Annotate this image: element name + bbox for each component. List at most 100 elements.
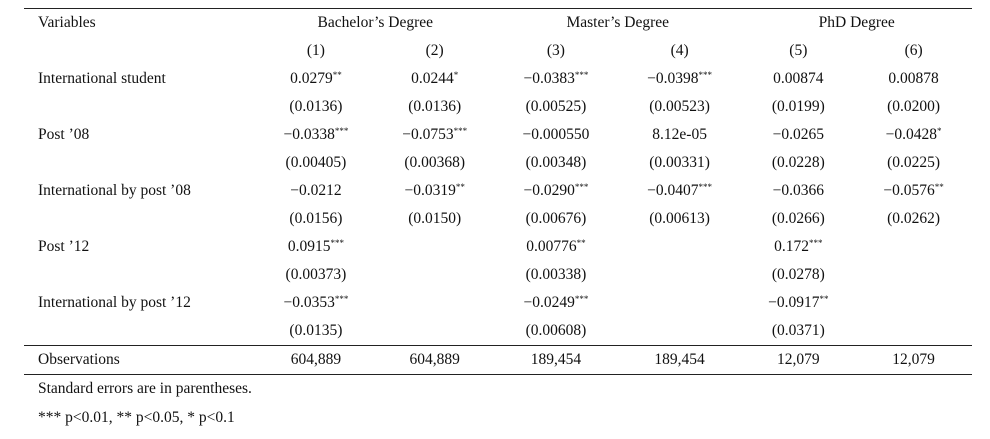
- coefficient-cell: −0.0249***: [494, 289, 618, 317]
- standard-error-cell: (0.00523): [649, 98, 710, 115]
- empty-label-cell: [24, 149, 257, 177]
- column-header: (2): [425, 42, 444, 59]
- coefficient-cell: 0.0244*: [375, 65, 494, 93]
- significance-stars: ***: [330, 238, 344, 248]
- column-header: (3): [546, 42, 565, 59]
- coefficient-cell: 0.172***: [741, 233, 855, 261]
- coefficient-cell: 8.12e-05: [618, 121, 742, 149]
- coefficient-cell: −0.0338***: [257, 121, 376, 149]
- regression-table: Variables Bachelor’s Degree Master’s Deg…: [24, 8, 972, 375]
- coefficient-cell: −0.0319**: [375, 177, 494, 205]
- standard-error-cell: (0.0135): [289, 322, 343, 339]
- standard-error-row: (0.0135) (0.00608) (0.0371): [24, 317, 972, 346]
- coefficient-value: −0.0407: [647, 182, 699, 199]
- standard-error-cell: (0.0200): [887, 98, 941, 115]
- coefficient-value: 0.0244: [411, 70, 454, 87]
- standard-error-row: (0.00373) (0.00338) (0.0278): [24, 261, 972, 289]
- coefficient-cell: −0.0366: [741, 177, 855, 205]
- significance-stars: ***: [453, 126, 468, 136]
- coefficient-value: 0.00874: [773, 70, 824, 87]
- significance-stars: *: [453, 70, 459, 80]
- coefficient-value: 0.00878: [888, 70, 939, 87]
- coefficient-cell: [855, 233, 972, 261]
- variable-label: International by post ’12: [38, 294, 191, 311]
- coefficient-cell: [375, 233, 494, 261]
- standard-error-cell: (0.00331): [649, 154, 710, 171]
- coefficient-cell: −0.0576**: [855, 177, 972, 205]
- coefficient-value: −0.0249: [523, 294, 575, 311]
- standard-error-cell: (0.00608): [525, 322, 587, 339]
- standard-error-cell: (0.00368): [404, 154, 466, 171]
- significance-stars: ***: [698, 70, 713, 80]
- standard-error-cell: (0.0156): [289, 210, 343, 227]
- variable-label: Post ’08: [38, 126, 90, 143]
- standard-errors-note: Standard errors are in parentheses.: [38, 380, 252, 397]
- coefficient-value: −0.0265: [772, 126, 825, 143]
- column-header: (6): [904, 42, 923, 59]
- significance-stars: ***: [574, 70, 589, 80]
- coefficient-row: International by post ’08 −0.0212 −0.0319*…: [24, 177, 972, 205]
- standard-error-cell: (0.00338): [525, 266, 587, 283]
- coefficient-value: 0.0915: [287, 238, 331, 255]
- group-header-bachelor: Bachelor’s Degree: [256, 8, 495, 37]
- group-header-phd: PhD Degree: [741, 8, 972, 37]
- table-body: International student 0.0279** 0.0244* −0.0…: [24, 65, 972, 346]
- significance-stars: **: [576, 238, 586, 248]
- coefficient-value: −0.0398: [647, 70, 699, 87]
- observations-value: 604,889: [256, 345, 376, 375]
- coefficient-value: −0.0212: [290, 182, 342, 199]
- coefficient-value: −0.0917: [768, 294, 820, 311]
- coefficient-value: −0.0753: [402, 126, 454, 143]
- standard-error-cell: [855, 317, 972, 346]
- standard-error-row: (0.0156) (0.0150) (0.00676) (0.00613) (0.026…: [24, 205, 972, 233]
- coefficient-value: 8.12e-05: [652, 126, 707, 143]
- standard-error-cell: (0.0225): [887, 154, 941, 171]
- coefficient-cell: 0.0915***: [257, 233, 376, 261]
- coefficient-cell: −0.0398***: [618, 65, 742, 93]
- standard-error-cell: [855, 261, 972, 289]
- observations-value: 604,889: [375, 345, 495, 375]
- standard-error-cell: (0.0199): [771, 98, 825, 115]
- coefficient-cell: −0.000550: [494, 121, 618, 149]
- coefficient-value: −0.000550: [522, 126, 590, 143]
- significance-stars: ***: [574, 182, 589, 192]
- coefficient-cell: −0.0353***: [257, 289, 376, 317]
- standard-error-cell: (0.0266): [771, 210, 825, 227]
- empty-label-cell: [24, 205, 257, 233]
- column-header: (1): [306, 42, 325, 59]
- significance-stars: ***: [698, 182, 713, 192]
- coefficient-cell: [375, 289, 494, 317]
- standard-error-cell: (0.0278): [771, 266, 825, 283]
- coefficient-cell: −0.0917**: [741, 289, 855, 317]
- standard-error-row: (0.00405) (0.00368) (0.00348) (0.00331) (0.0…: [24, 149, 972, 177]
- standard-error-cell: (0.00348): [525, 154, 587, 171]
- standard-error-cell: (0.0136): [408, 98, 462, 115]
- significance-stars: **: [819, 294, 829, 304]
- coefficient-value: −0.0290: [523, 182, 575, 199]
- header-column-row: (1) (2) (3) (4) (5) (6): [24, 37, 972, 65]
- standard-error-cell: [618, 317, 742, 346]
- coefficient-value: −0.0319: [404, 182, 456, 199]
- coefficient-cell: 0.00776**: [494, 233, 618, 261]
- variable-label: Post ’12: [38, 238, 90, 255]
- coefficient-cell: [618, 289, 742, 317]
- empty-label-cell: [24, 261, 257, 289]
- standard-error-cell: [618, 261, 742, 289]
- empty-header-cell: [24, 37, 257, 65]
- variable-label: International student: [38, 70, 166, 87]
- standard-error-cell: [375, 261, 494, 289]
- standard-error-cell: [375, 317, 494, 346]
- variables-header: Variables: [24, 8, 257, 37]
- significance-stars: **: [455, 182, 465, 192]
- coefficient-value: 0.00776: [526, 238, 577, 255]
- observations-row: Observations 604,889 604,889 189,454 189…: [24, 345, 972, 375]
- column-header: (4): [670, 42, 689, 59]
- coefficient-value: −0.0353: [283, 294, 335, 311]
- observations-value: 12,079: [855, 345, 972, 375]
- coefficient-value: 0.172: [774, 238, 810, 255]
- standard-error-cell: (0.0136): [289, 98, 343, 115]
- observations-label: Observations: [24, 345, 257, 375]
- standard-error-cell: (0.00676): [525, 210, 587, 227]
- empty-label-cell: [24, 93, 257, 121]
